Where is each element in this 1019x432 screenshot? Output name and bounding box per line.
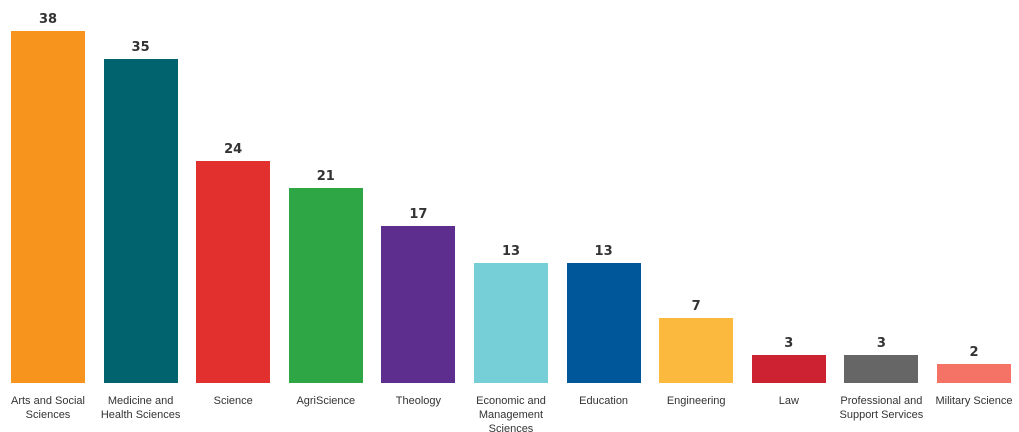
x-tick-label: Science [213,395,253,407]
data-label: 17 [409,206,428,222]
bar [937,364,1011,383]
data-label: 38 [38,12,58,27]
data-label: 13 [501,243,521,259]
bar [11,31,85,383]
x-tick-label: Law [778,395,799,407]
x-tick-label: AgriScience [296,395,356,407]
bar [751,355,826,383]
data-label: 24 [224,141,243,157]
bar [566,262,641,383]
data-label: 3 [784,336,794,352]
x-tick-label: Arts and Social Sciences [11,395,85,421]
x-tick-label: Engineering [666,395,726,407]
bar [288,188,363,383]
x-tick-label: Education [579,395,629,407]
x-tick-label: Theology [395,395,442,407]
x-tick-label: Professional and Support Services [839,395,924,421]
bar [381,225,456,383]
data-label: 2 [969,345,979,361]
bar [196,160,271,383]
x-tick-label: Military Science [935,395,1013,407]
bar [659,318,734,383]
x-tick-label: Economic and Management Sciences [476,395,546,432]
bar [474,262,548,383]
bar [103,58,178,383]
data-label: 21 [316,169,335,185]
data-label: 35 [131,39,150,55]
bar [844,355,919,383]
data-label: 7 [691,299,701,315]
x-tick-label: Medicine and Health Sciences [100,395,181,421]
data-label: 13 [594,243,613,259]
data-label: 3 [876,336,886,352]
